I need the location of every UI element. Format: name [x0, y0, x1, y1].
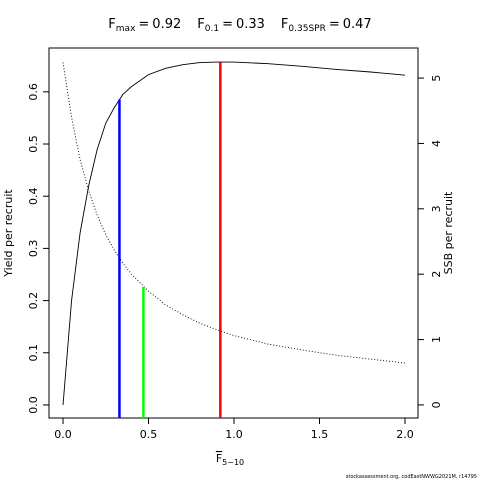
title-value: 0.47	[343, 17, 372, 32]
x-tick-label: 1.0	[225, 428, 243, 441]
series-line	[62, 62, 406, 364]
y-tick-label: 0.3	[27, 240, 40, 258]
y-tick-label: 0.6	[27, 83, 40, 101]
y-tick-label: 0.2	[27, 292, 40, 310]
x-label-text: F	[216, 452, 222, 465]
title-subscript: 0.35SPR	[288, 24, 325, 34]
y-tick-label: 0.4	[27, 187, 40, 205]
y2-tick-label: 2	[430, 271, 443, 278]
x-tick-label: 0.5	[140, 428, 158, 441]
title-symbol: F	[108, 17, 115, 32]
x-label-subscript: 5−10	[222, 458, 244, 467]
x-tick-label: 2.0	[396, 428, 414, 441]
title-relation: =	[329, 17, 340, 32]
footer: stockassessment.org, codEastNWWG2021M, r…	[346, 474, 477, 480]
y2-tick-label: 3	[430, 205, 443, 212]
x-tick-label: 1.5	[311, 428, 329, 441]
y2-tick-label: 4	[430, 140, 443, 147]
title-value: 0.33	[236, 17, 265, 32]
title-symbol: F	[197, 17, 204, 32]
title-subscript: 0.1	[205, 24, 219, 34]
plot-frame	[48, 47, 419, 419]
x-axis-label: F5−10	[216, 452, 244, 467]
y-tick-label: 0.0	[27, 396, 40, 414]
y2-axis-label: SSB per recruit	[442, 191, 455, 274]
y-tick-label: 0.5	[27, 135, 40, 153]
y2-tick-label: 0	[430, 401, 443, 408]
x-tick-label: 0.0	[54, 428, 72, 441]
title-symbol: F	[281, 17, 288, 32]
title-relation: =	[138, 17, 149, 32]
title-value: 0.92	[152, 17, 181, 32]
title-relation: =	[222, 17, 233, 32]
y2-tick-label: 1	[430, 336, 443, 343]
title-subscript: max	[116, 24, 136, 34]
y-axis-label: Yield per recruit	[2, 189, 15, 278]
chart-title: Fmax = 0.92 F0.1 = 0.33 F0.35SPR = 0.47	[108, 17, 371, 34]
series-line	[62, 61, 406, 405]
y-tick-label: 0.1	[27, 344, 40, 362]
y2-tick-label: 5	[430, 75, 443, 82]
